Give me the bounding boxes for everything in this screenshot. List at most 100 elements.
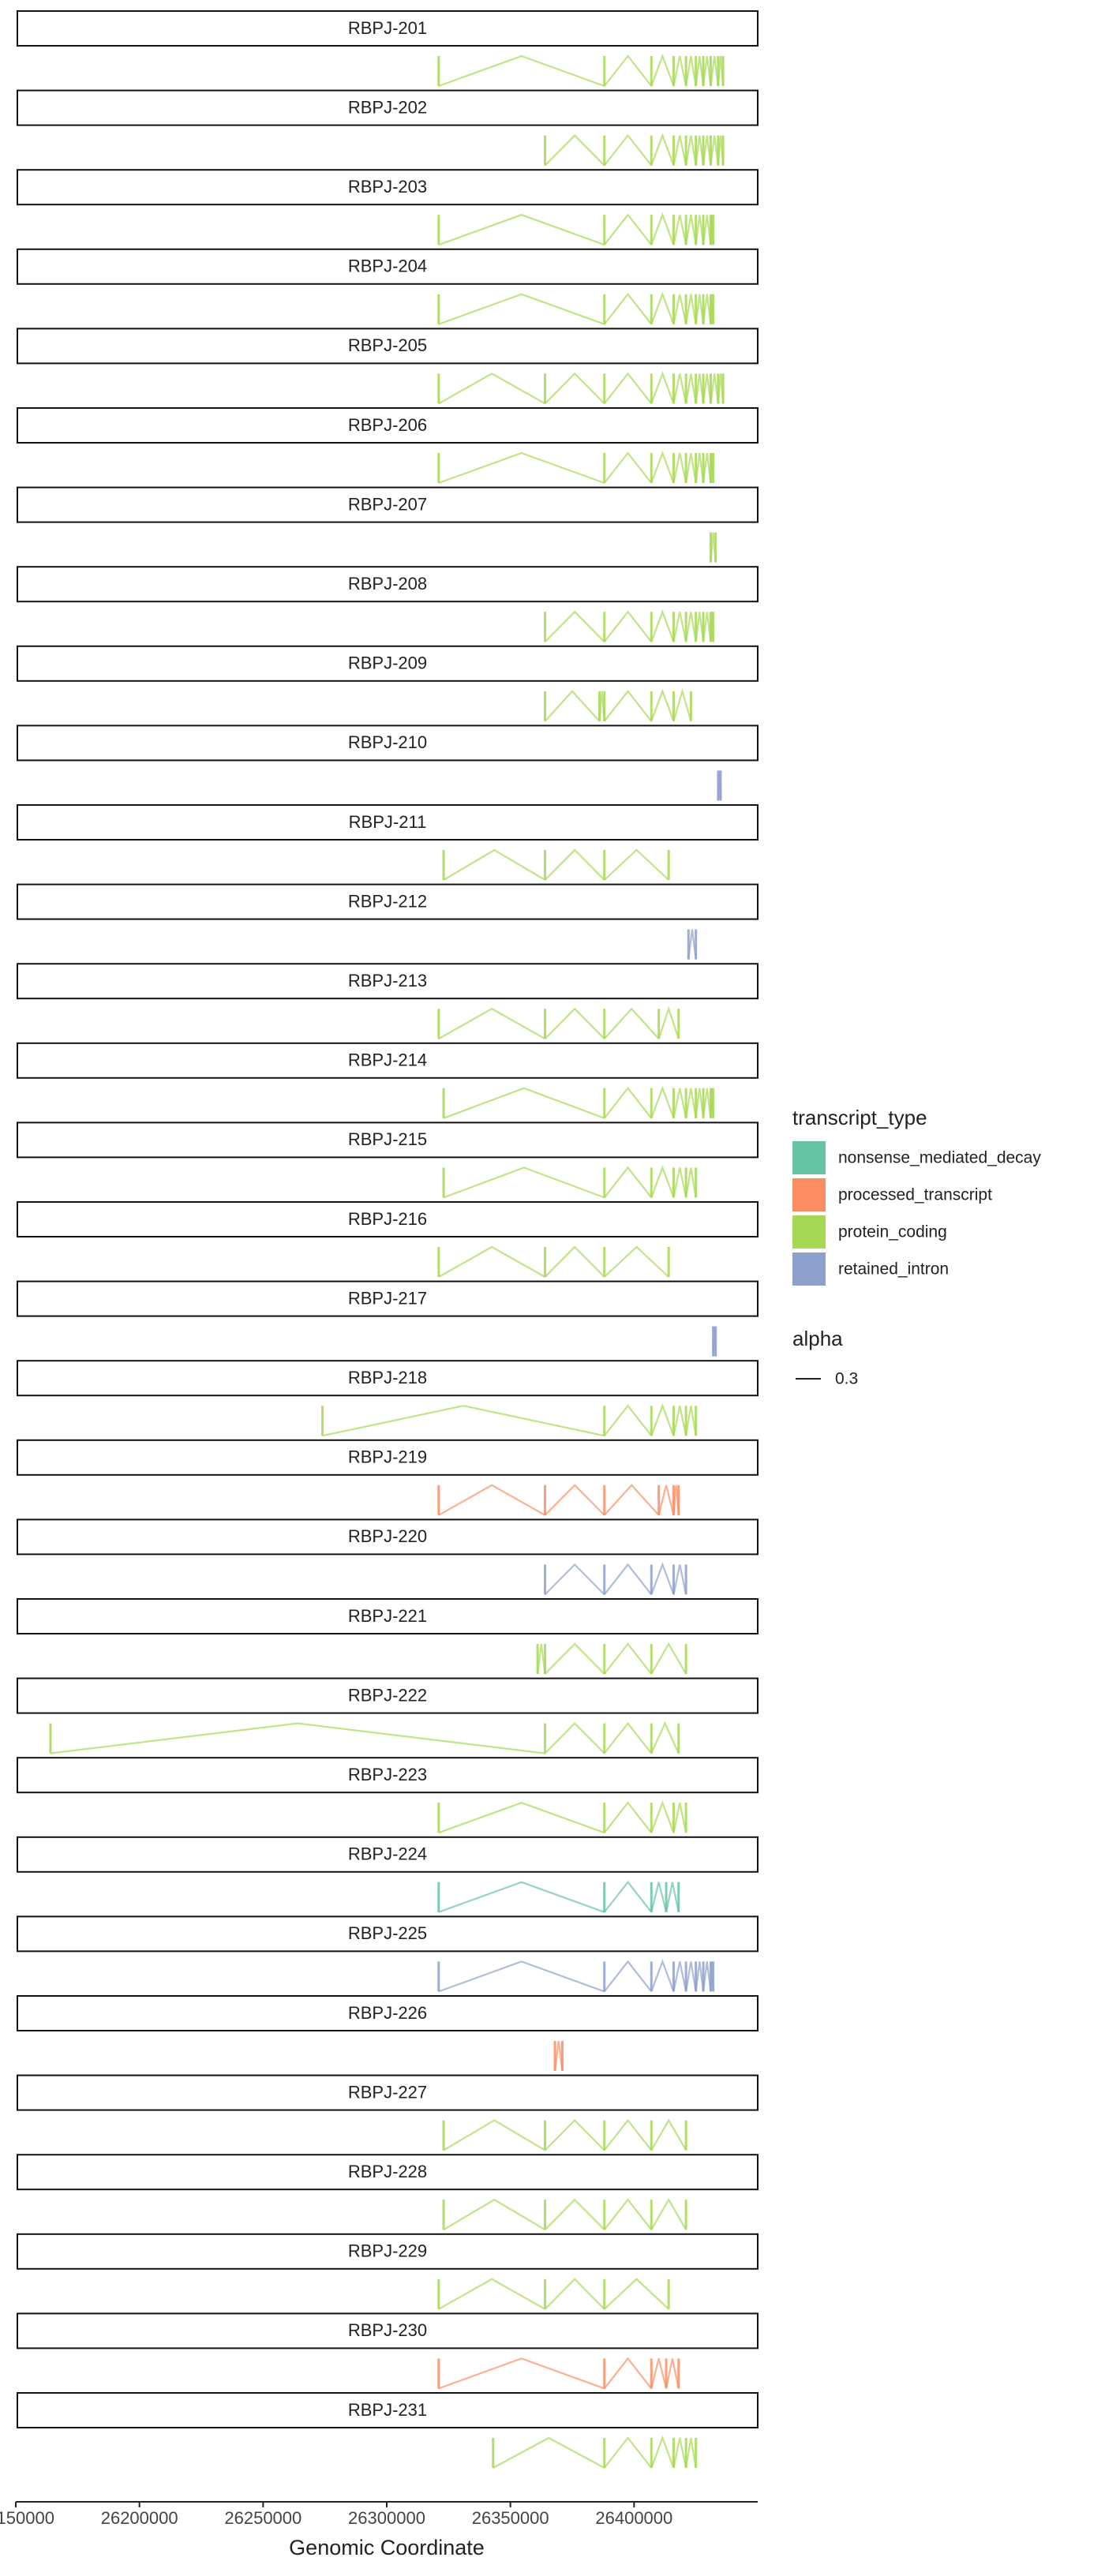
- exon: [657, 1009, 661, 1039]
- intron: [672, 214, 687, 245]
- intron: [544, 1484, 605, 1516]
- intron: [322, 1405, 605, 1437]
- exon: [672, 373, 675, 404]
- facet-label: RBPJ-219: [348, 1447, 427, 1467]
- exon: [702, 453, 705, 483]
- intron: [695, 55, 705, 87]
- exon: [709, 532, 712, 563]
- intron: [650, 1959, 675, 1992]
- exon: [684, 135, 687, 166]
- facet-strip: [17, 1280, 759, 1317]
- facet-strip: [17, 2074, 759, 2111]
- intron: [603, 690, 653, 722]
- facet-strip: [17, 804, 759, 841]
- exon: [695, 929, 698, 960]
- intron: [702, 55, 712, 87]
- intron: [544, 1722, 605, 1754]
- intron: [603, 1881, 653, 1913]
- exon: [650, 1564, 653, 1595]
- intron: [443, 848, 546, 881]
- intron: [695, 294, 705, 324]
- intron: [544, 2119, 605, 2151]
- intron: [493, 2436, 605, 2469]
- exon: [702, 56, 705, 86]
- legend-label: processed_transcript: [838, 1186, 992, 1204]
- facet-label: RBPJ-228: [348, 2162, 427, 2181]
- intron: [603, 293, 653, 325]
- facet-label: RBPJ-201: [348, 18, 427, 38]
- facet-strip: [17, 328, 759, 365]
- exon: [437, 294, 440, 324]
- intron: [443, 1166, 605, 1199]
- exon: [714, 532, 717, 563]
- exon: [603, 56, 606, 86]
- intron: [544, 372, 605, 405]
- exon: [437, 1961, 440, 1992]
- intron: [650, 371, 675, 404]
- exon: [442, 1167, 445, 1198]
- intron: [443, 2198, 546, 2231]
- intron: [685, 2437, 697, 2469]
- exon: [695, 1961, 698, 1992]
- exon: [544, 2120, 547, 2151]
- alpha-legend-value: 0.3: [835, 1370, 858, 1388]
- intron: [544, 690, 601, 722]
- exon: [712, 215, 715, 245]
- exon: [677, 2358, 680, 2389]
- exon: [695, 1167, 698, 1198]
- exon: [437, 56, 440, 86]
- exon: [442, 2120, 445, 2151]
- exon: [712, 1961, 715, 1992]
- intron: [695, 452, 705, 484]
- exon: [321, 1406, 324, 1436]
- facet-strip: [17, 1042, 759, 1079]
- intron: [685, 135, 697, 166]
- intron: [650, 53, 675, 87]
- exon: [702, 373, 705, 404]
- exon: [672, 215, 675, 245]
- exon: [721, 135, 725, 166]
- exon: [677, 1009, 680, 1039]
- intron: [544, 2278, 605, 2310]
- exon: [687, 929, 690, 960]
- exon: [603, 1088, 606, 1118]
- intron: [544, 1563, 605, 1596]
- exon: [544, 373, 547, 404]
- intron: [603, 133, 653, 167]
- exon: [650, 1088, 653, 1118]
- intron: [695, 135, 705, 166]
- exon: [650, 2358, 653, 2389]
- exon: [544, 1247, 547, 1277]
- facet-label: RBPJ-220: [348, 1526, 427, 1546]
- exon: [650, 56, 653, 86]
- facet-strip: [17, 1677, 759, 1714]
- exon: [603, 135, 606, 166]
- intron: [438, 1960, 605, 1993]
- exon: [650, 612, 653, 642]
- exon: [603, 294, 606, 324]
- intron: [438, 1881, 605, 1913]
- facet-strip: [17, 1836, 759, 1873]
- facet-strip: [17, 89, 759, 126]
- exon: [695, 373, 698, 404]
- intron: [544, 1642, 605, 1675]
- exon: [603, 2200, 606, 2230]
- exon: [684, 1088, 687, 1118]
- exon: [603, 1167, 606, 1198]
- exon: [702, 215, 705, 245]
- intron: [603, 2357, 653, 2390]
- intron: [650, 1800, 675, 1833]
- exon: [437, 1803, 440, 1833]
- exon: [695, 612, 698, 642]
- exon: [672, 1406, 675, 1436]
- intron: [438, 373, 546, 405]
- intron: [650, 1562, 675, 1595]
- facet-label: RBPJ-217: [348, 1288, 427, 1308]
- facet-label: RBPJ-215: [348, 1129, 427, 1149]
- x-tick-label: 26200000: [101, 2508, 178, 2528]
- intron: [687, 929, 697, 960]
- exon: [672, 56, 675, 86]
- intron: [710, 55, 719, 87]
- exon: [672, 1961, 675, 1992]
- exon: [684, 453, 687, 483]
